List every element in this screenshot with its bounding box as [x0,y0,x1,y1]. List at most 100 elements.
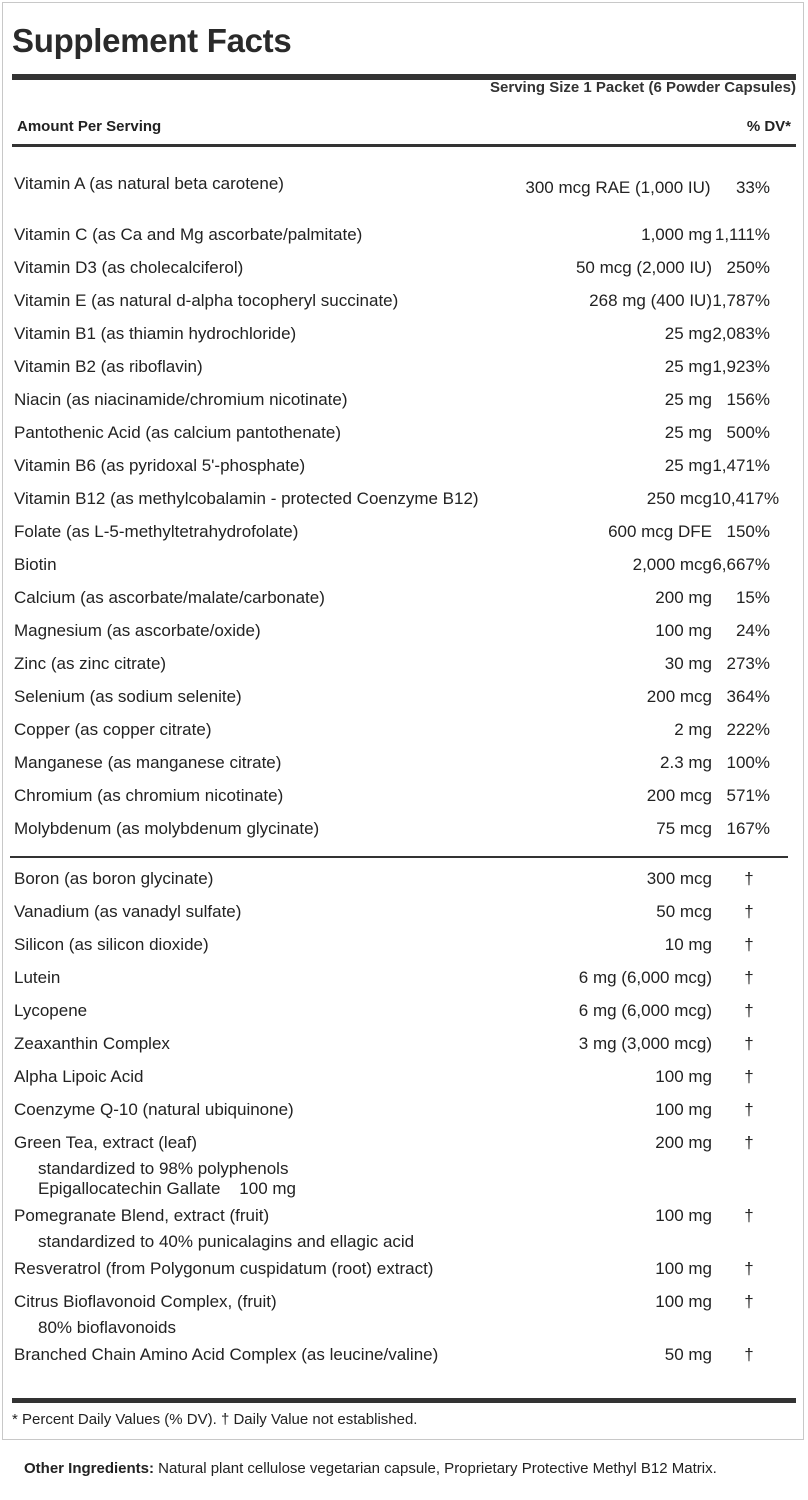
ingredient-amount: 3 mg (3,000 mcg) [578,1034,712,1053]
ingredient-amount: 100 mg [655,621,712,640]
table-row: Vitamin B2 (as riboflavin) 25 mg 1,923% [14,350,784,383]
table-row: Pantothenic Acid (as calcium pantothenat… [14,416,784,449]
table-row: Selenium (as sodium selenite) 200 mcg 364% [14,680,784,713]
ingredient-name: Vitamin D3 (as cholecalciferol) [14,258,244,277]
table-row: Lycopene 6 mg (6,000 mcg) † [14,994,784,1027]
ingredient-dv: † [744,968,754,987]
ingredient-amount: 100 mg [655,1206,712,1225]
table-row: Vanadium (as vanadyl sulfate) 50 mcg † [14,895,784,928]
ingredient-name: Magnesium (as ascorbate/oxide) [14,621,261,640]
other-ingredients-text: Natural plant cellulose vegetarian capsu… [154,1460,717,1477]
ingredient-amount: 100 mg [655,1259,712,1278]
ingredient-dv: 500% [726,423,770,442]
ingredient-dv: † [744,1001,754,1020]
table-row: Vitamin E (as natural d-alpha tocopheryl… [14,284,784,317]
ingredient-amount: 25 mg [664,357,712,376]
ingredient-amount: 30 mg [664,654,712,673]
table-row: Silicon (as silicon dioxide) 10 mg † [14,928,784,961]
ingredient-name: Vitamin A (as natural beta carotene) [14,174,284,193]
table-row: Zeaxanthin Complex 3 mg (3,000 mcg) † [14,1027,784,1060]
ingredient-dv: † [744,1067,754,1086]
ingredient-dv: 364% [726,687,770,706]
ingredient-dv: 1,787% [712,291,770,310]
ingredient-amount: 600 mcg DFE [608,522,712,541]
ingredient-name: Resveratrol (from Polygonum cuspidatum (… [14,1259,434,1278]
ingredient-amount: 268 mg (400 IU) [589,291,712,310]
table-row: Molybdenum (as molybdenum glycinate) 75 m… [14,812,784,845]
ingredient-subline: Epigallocatechin Gallate 100 mg [38,1179,296,1198]
footnote: * Percent Daily Values (% DV). † Daily V… [12,1411,418,1428]
ingredient-dv: † [744,1133,754,1152]
divider-header [12,144,796,147]
ingredient-dv: 24% [735,621,770,640]
ingredient-name: Pantothenic Acid (as calcium pantothenat… [14,423,341,442]
ingredient-dv: 1,471% [712,456,770,475]
divider-thick [12,74,796,80]
ingredient-name: Selenium (as sodium selenite) [14,687,242,706]
ingredient-name: Boron (as boron glycinate) [14,869,214,888]
ingredient-table: Vitamin A (as natural beta carotene) 300 … [10,172,788,1371]
serving-size: Serving Size 1 Packet (6 Powder Capsules… [490,79,796,96]
ingredient-amount: 50 mcg [656,902,712,921]
section-divider [10,856,788,858]
ingredient-dv: 15% [735,588,770,607]
ingredient-name: Lutein [14,968,61,987]
ingredient-subline: standardized to 40% punicalagins and ell… [38,1232,415,1251]
ingredient-amount: 50 mg [664,1345,712,1364]
table-row: Citrus Bioflavonoid Complex, (fruit) 100 … [14,1285,784,1318]
ingredient-amount: 300 mcg RAE (1,000 IU) [525,178,711,197]
ingredient-name: Vitamin B12 (as methylcobalamin - protec… [14,489,479,508]
amount-per-serving-header: Amount Per Serving [17,118,162,135]
ingredient-amount: 2 mg [674,720,712,739]
ingredient-dv: † [744,1100,754,1119]
ingredient-amount: 6 mg (6,000 mcg) [578,1001,712,1020]
ingredient-amount: 250 mcg [646,489,712,508]
table-row: Biotin 2,000 mcg 6,667% [14,548,784,581]
ingredient-name: Calcium (as ascorbate/malate/carbonate) [14,588,325,607]
table-row: Resveratrol (from Polygonum cuspidatum (… [14,1252,784,1285]
ingredient-dv: † [744,1259,754,1278]
table-row: Folate (as L-5-methyltetrahydrofolate) 60… [14,515,784,548]
table-row: Lutein 6 mg (6,000 mcg) † [14,961,784,994]
ingredient-amount: 25 mg [664,423,712,442]
ingredient-dv: 273% [726,654,770,673]
table-row: Copper (as copper citrate) 2 mg 222% [14,713,784,746]
other-ingredients-label: Other Ingredients: [24,1460,155,1477]
ingredient-amount: 100 mg [655,1100,712,1119]
ingredient-name: Chromium (as chromium nicotinate) [14,786,284,805]
ingredient-amount: 6 mg (6,000 mcg) [578,968,712,987]
ingredient-dv: 100% [726,753,770,772]
panel-title: Supplement Facts [12,22,292,59]
ingredient-dv: 150% [726,522,770,541]
ingredient-name: Silicon (as silicon dioxide) [14,935,209,954]
divider-bottom [12,1398,796,1403]
ingredient-dv: 222% [726,720,770,739]
table-row: Pomegranate Blend, extract (fruit) 100 mg… [14,1199,784,1232]
ingredient-amount: 200 mcg [646,687,712,706]
ingredient-amount: 200 mg [655,1133,712,1152]
table-row: Vitamin B12 (as methylcobalamin - protec… [14,482,784,515]
ingredient-name: Vitamin B6 (as pyridoxal 5'-phosphate) [14,456,306,475]
ingredient-name: Vanadium (as vanadyl sulfate) [14,902,242,921]
ingredient-name: Niacin (as niacinamide/chromium nicotina… [14,390,348,409]
ingredient-dv: † [744,1345,754,1364]
ingredient-amount: 10 mg [664,935,712,954]
ingredient-dv: † [744,1292,754,1311]
ingredient-amount: 200 mg [655,588,712,607]
ingredient-name: Vitamin C (as Ca and Mg ascorbate/palmit… [14,225,363,244]
ingredient-dv: 2,083% [712,324,770,343]
ingredient-amount: 2,000 mcg [632,555,712,574]
ingredient-name: Zeaxanthin Complex [14,1034,170,1053]
ingredient-amount: 100 mg [655,1292,712,1311]
ingredient-dv: 250% [726,258,770,277]
ingredient-name: Molybdenum (as molybdenum glycinate) [14,819,320,838]
table-row: Manganese (as manganese citrate) 2.3 mg 10… [14,746,784,779]
ingredient-dv: 1,923% [712,357,770,376]
ingredient-name: Vitamin E (as natural d-alpha tocopheryl… [14,291,399,310]
table-row: Alpha Lipoic Acid 100 mg † [14,1060,784,1093]
ingredient-dv: † [744,935,754,954]
table-row: Vitamin A (as natural beta carotene) 300 … [14,172,784,218]
table-row: Zinc (as zinc citrate) 30 mg 273% [14,647,784,680]
ingredient-name: Biotin [14,555,57,574]
table-row: Vitamin B1 (as thiamin hydrochloride) 25 … [14,317,784,350]
